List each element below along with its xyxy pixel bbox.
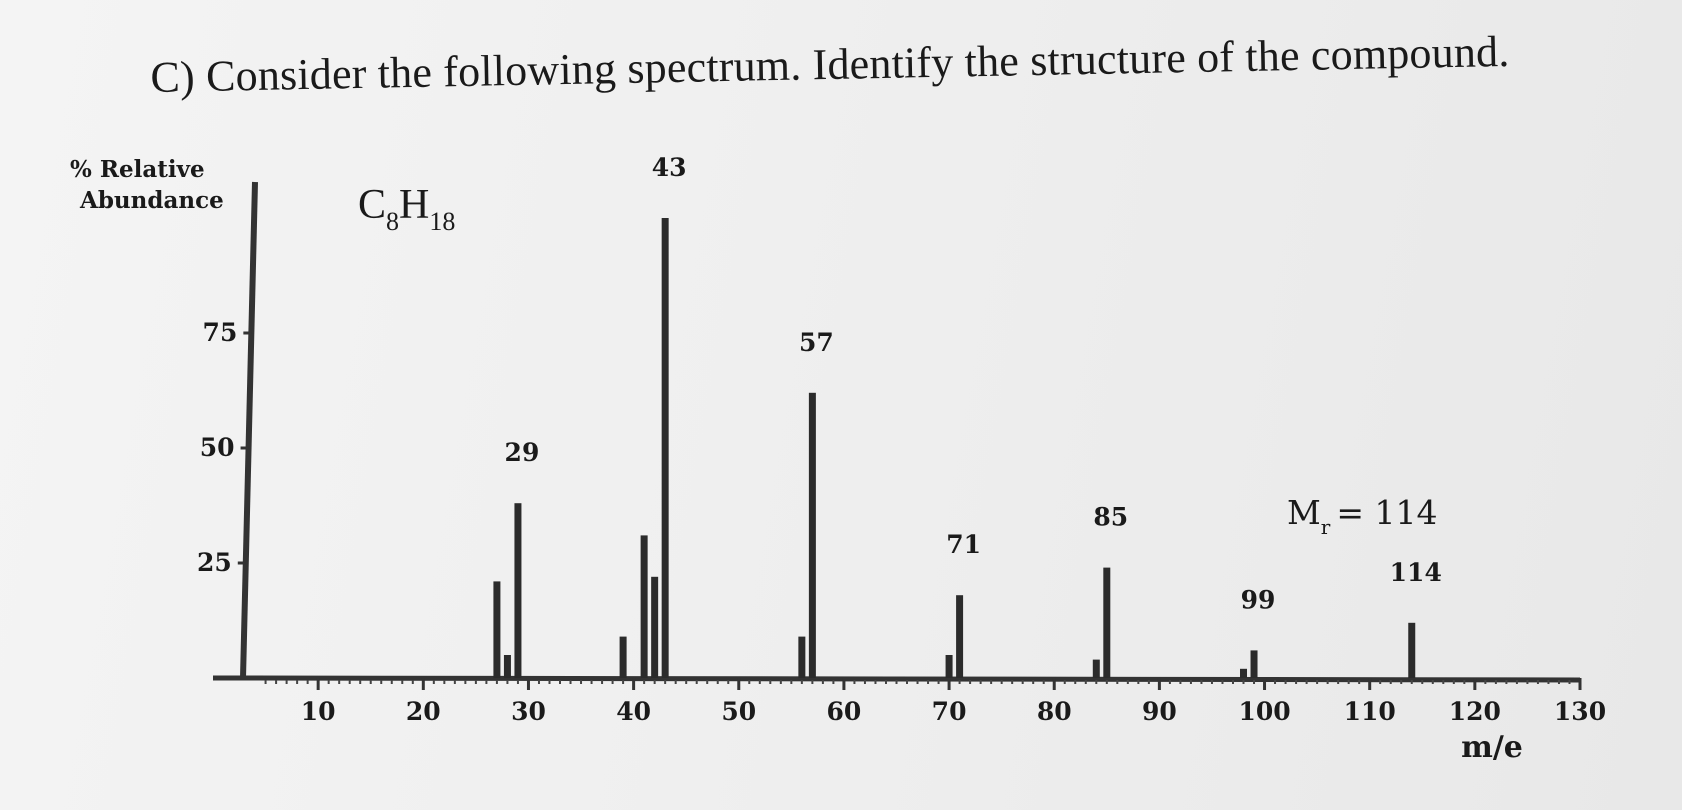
peak-bar <box>1092 659 1100 678</box>
peak-bar <box>956 595 964 678</box>
peak-label: 43 <box>652 153 687 182</box>
x-tick-label: 70 <box>932 697 967 726</box>
peak-bar <box>1103 567 1111 678</box>
peak-bar <box>661 218 669 678</box>
peak-bar <box>808 392 816 678</box>
x-tick-label: 110 <box>1344 697 1396 726</box>
peak-bar <box>514 503 522 678</box>
labels: % Relative Abundance m/e C8H18 Mr = 114 2… <box>70 153 1523 765</box>
x-tick-label: 100 <box>1238 697 1290 726</box>
molecular-formula: C8H18 <box>358 182 455 236</box>
peak-bar <box>1408 622 1416 678</box>
peak-label: 85 <box>1093 503 1128 532</box>
peak-label: 114 <box>1390 558 1442 587</box>
molar-mass-label: Mr = 114 <box>1287 493 1438 539</box>
y-axis-label-line1: % Relative <box>70 156 205 183</box>
peak-bar <box>503 655 511 678</box>
x-tick-label: 130 <box>1554 697 1606 726</box>
peak-bar <box>619 636 627 678</box>
peak-bar <box>651 576 659 678</box>
peak-label: 29 <box>505 438 540 467</box>
y-tick-label: 25 <box>197 548 232 577</box>
x-axis-line <box>212 675 1581 683</box>
peak-bar <box>798 636 806 678</box>
y-axis-label-line2: Abundance <box>79 187 224 214</box>
peak-bar <box>945 655 953 678</box>
peak-bar <box>493 581 501 678</box>
x-tick-label: 60 <box>827 697 862 726</box>
peak-label: 57 <box>799 328 834 357</box>
y-tick-label: 75 <box>203 318 238 347</box>
y-tick-label: 50 <box>200 433 235 462</box>
x-axis-label: m/e <box>1461 730 1523 765</box>
peak-label: 99 <box>1241 585 1276 614</box>
axes: 10 20 30 40 50 60 70 80 90 100 110 120 130 25 50 75 <box>197 181 1606 726</box>
x-tick-label: 10 <box>301 697 336 726</box>
x-tick-label: 20 <box>406 697 441 726</box>
x-tick-label: 30 <box>511 697 546 726</box>
x-tick-label: 90 <box>1142 697 1177 726</box>
x-tick-label: 120 <box>1449 697 1501 726</box>
y-axis-line <box>240 181 258 679</box>
peak-bar <box>1250 650 1258 678</box>
peak-bar <box>640 535 648 678</box>
peak-label: 71 <box>946 530 981 559</box>
x-tick-label: 80 <box>1037 697 1072 726</box>
x-tick-label: 50 <box>721 697 756 726</box>
peak-bar <box>1240 668 1248 678</box>
peak-bars <box>493 218 1416 678</box>
x-tick-label: 40 <box>616 697 651 726</box>
